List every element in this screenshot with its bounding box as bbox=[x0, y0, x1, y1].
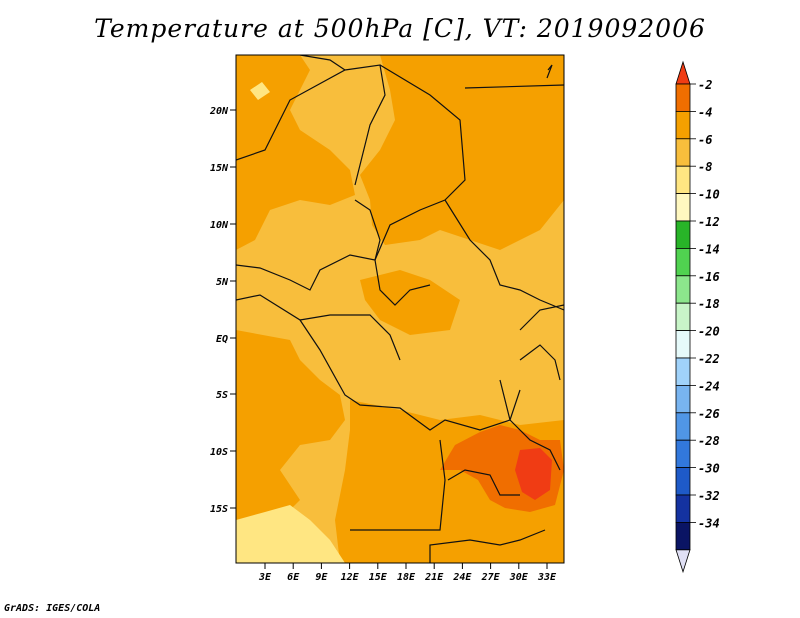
colorbar-swatch bbox=[675, 275, 691, 304]
chart-title: Temperature at 500hPa [C], VT: 201909200… bbox=[94, 14, 706, 43]
map-frame bbox=[235, 54, 565, 564]
colorbar-swatch bbox=[675, 522, 691, 551]
longitude-axis: 3E 6E 9E 12E 15E 18E 21E 24E 27E 30E 33E bbox=[258, 563, 557, 583]
cool-patch-north bbox=[250, 82, 270, 100]
lat-tick-label: 15N bbox=[210, 163, 229, 174]
lat-tick-label: 10S bbox=[210, 447, 228, 458]
colorbar-label: -12 bbox=[698, 215, 720, 229]
colorbar-label: -20 bbox=[698, 325, 720, 339]
colorbar: -2 -4 -6 -8 -10 -12 -14 -16 -18 -20 -22 -24 -26 -28 -3… bbox=[675, 60, 720, 574]
warm-region-northwest bbox=[236, 55, 355, 250]
lon-tick-label: 24E bbox=[452, 572, 472, 583]
colorbar-swatch bbox=[675, 439, 691, 469]
lat-tick-label: 20N bbox=[209, 106, 229, 117]
colorbar-label: -10 bbox=[698, 188, 720, 202]
lon-tick-label: 27E bbox=[481, 572, 501, 583]
colorbar-label: -4 bbox=[698, 105, 712, 119]
colorbar-swatch bbox=[675, 193, 691, 222]
lon-tick-label: 30E bbox=[509, 572, 529, 583]
colorbar-label: -32 bbox=[698, 489, 720, 503]
warm-region-west bbox=[236, 330, 345, 530]
grads-credit: GrADS: IGES/COLA bbox=[4, 603, 101, 614]
colorbar-arrow-bottom bbox=[675, 549, 691, 574]
colorbar-swatch bbox=[675, 165, 691, 194]
colorbar-label: -30 bbox=[698, 462, 720, 476]
lon-tick-label: 12E bbox=[341, 572, 360, 583]
colorbar-swatch bbox=[675, 247, 691, 277]
colorbar-label: -16 bbox=[698, 270, 720, 284]
map-panel bbox=[236, 55, 564, 563]
colorbar-label: -14 bbox=[698, 242, 720, 256]
colorbar-swatch bbox=[675, 412, 691, 441]
colorbar-label: -24 bbox=[698, 379, 720, 393]
lat-tick-label: 10N bbox=[210, 220, 229, 231]
country-borders bbox=[236, 55, 564, 563]
colorbar-label: -6 bbox=[698, 133, 712, 147]
colorbar-swatch bbox=[675, 138, 691, 167]
lon-tick-label: 9E bbox=[315, 572, 328, 583]
colorbar-swatch bbox=[675, 302, 691, 332]
warm-region-central bbox=[360, 270, 460, 335]
colorbar-swatch bbox=[675, 330, 691, 359]
lon-tick-label: 6E bbox=[287, 572, 300, 583]
colorbar-swatch bbox=[675, 111, 691, 140]
lon-tick-label: 18E bbox=[397, 572, 416, 583]
lon-tick-label: 33E bbox=[537, 572, 557, 583]
colorbar-swatch bbox=[675, 83, 691, 112]
lat-tick-label: 5S bbox=[216, 390, 228, 401]
colorbar-label: -8 bbox=[698, 160, 712, 174]
colorbar-arrow-top bbox=[675, 60, 691, 85]
lat-tick-label: EQ bbox=[216, 334, 228, 345]
lat-tick-label: 15S bbox=[210, 504, 228, 515]
colorbar-swatch bbox=[675, 384, 691, 414]
colorbar-label: -34 bbox=[698, 516, 720, 530]
colorbar-label: -22 bbox=[698, 352, 720, 366]
colorbar-swatch bbox=[675, 357, 691, 386]
colorbar-label: -18 bbox=[698, 297, 720, 311]
lon-tick-label: 3E bbox=[258, 572, 272, 583]
colorbar-swatch bbox=[675, 467, 691, 496]
colorbar-swatch bbox=[675, 494, 691, 523]
colorbar-swatch bbox=[675, 220, 691, 249]
warm-region-northeast bbox=[360, 55, 564, 250]
cool-region-southwest bbox=[236, 505, 345, 563]
colorbar-label: -26 bbox=[698, 407, 720, 421]
lon-tick-label: 15E bbox=[369, 572, 388, 583]
colorbar-label: -28 bbox=[698, 434, 720, 448]
lon-tick-label: 21E bbox=[424, 572, 444, 583]
colorbar-label: -2 bbox=[698, 78, 712, 92]
hot-spot-core bbox=[515, 448, 552, 500]
lat-tick-label: 5N bbox=[216, 277, 229, 288]
latitude-axis: 20N 15N 10N 5N EQ 5S 10S 15S bbox=[209, 106, 236, 515]
